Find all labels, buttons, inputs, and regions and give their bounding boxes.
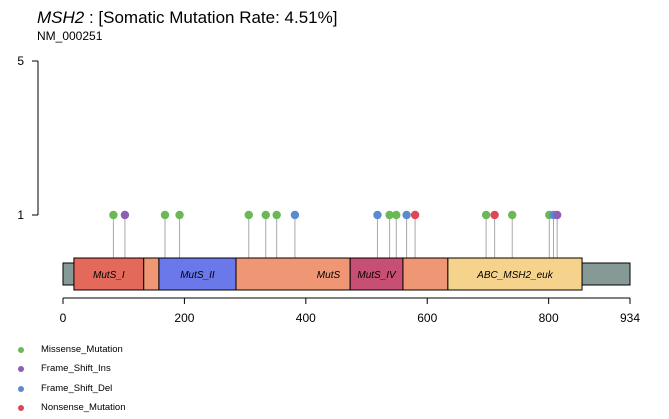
mutation-point-nonsense-mutation xyxy=(490,210,499,220)
domain-region xyxy=(143,257,160,291)
mutation-point-missense-mutation xyxy=(385,210,394,220)
domain-label: MutS_IV xyxy=(357,270,397,281)
domain-abc_msh2_euk xyxy=(447,257,583,291)
mutation-point-missense-mutation xyxy=(244,210,253,220)
x-tick-label: 600 xyxy=(417,311,437,325)
x-tick-label: 0 xyxy=(60,311,67,325)
domain-muts_i xyxy=(73,257,145,291)
x-tick-label: 400 xyxy=(296,311,316,325)
domain-region xyxy=(402,257,449,291)
legend-label: Nonsense_Mutation xyxy=(41,401,126,413)
mutation-point-frame-shift-del xyxy=(290,210,300,220)
mutation-point-missense-mutation xyxy=(160,210,170,220)
legend-label: Frame_Shift_Del xyxy=(41,382,113,394)
mutation-point-frame-shift-ins xyxy=(120,210,130,220)
mutation-point-missense-mutation xyxy=(508,210,517,220)
mutation-point-missense-mutation xyxy=(175,210,184,220)
x-tick-label: 934 xyxy=(620,311,640,325)
domain-label: MutS xyxy=(317,270,341,281)
domain-label: MutS_II xyxy=(180,270,215,281)
x-tick-label: 200 xyxy=(174,311,194,325)
legend-marker xyxy=(18,385,24,392)
domain-muts xyxy=(235,257,351,291)
mutation-point-missense-mutation xyxy=(481,210,491,220)
domain-label: ABC_MSH2_euk xyxy=(476,270,554,281)
legend-label: Frame_Shift_Ins xyxy=(41,363,111,375)
legend-label: Missense_Mutation xyxy=(41,344,123,355)
domain-muts_iv xyxy=(349,257,404,291)
x-tick-label: 800 xyxy=(539,311,559,325)
gene-name: MSH2 xyxy=(37,8,85,27)
legend-marker xyxy=(18,366,24,373)
mutation-point-missense-mutation xyxy=(261,210,270,220)
y-tick-label: 5 xyxy=(17,54,24,68)
y-tick-label: 1 xyxy=(17,208,24,222)
mutation-point-missense-mutation xyxy=(109,210,118,220)
legend-marker xyxy=(18,347,24,353)
mutation-point-frame-shift-ins xyxy=(552,210,562,220)
transcript-id: NM_000251 xyxy=(37,29,103,43)
legend-marker xyxy=(18,404,24,411)
mutation-point-nonsense-mutation xyxy=(410,210,420,220)
domain-label: MutS_I xyxy=(93,270,125,281)
mutation-point-missense-mutation xyxy=(392,210,401,220)
domain-muts_ii xyxy=(158,257,237,291)
mutation-point-frame-shift-del xyxy=(373,210,382,220)
chart-title: MSH2 : [Somatic Mutation Rate: 4.51%] xyxy=(37,7,337,29)
mutation-point-missense-mutation xyxy=(272,210,281,220)
mutation-rate-text: : [Somatic Mutation Rate: 4.51%] xyxy=(88,8,338,27)
mutation-point-frame-shift-del xyxy=(402,210,411,220)
